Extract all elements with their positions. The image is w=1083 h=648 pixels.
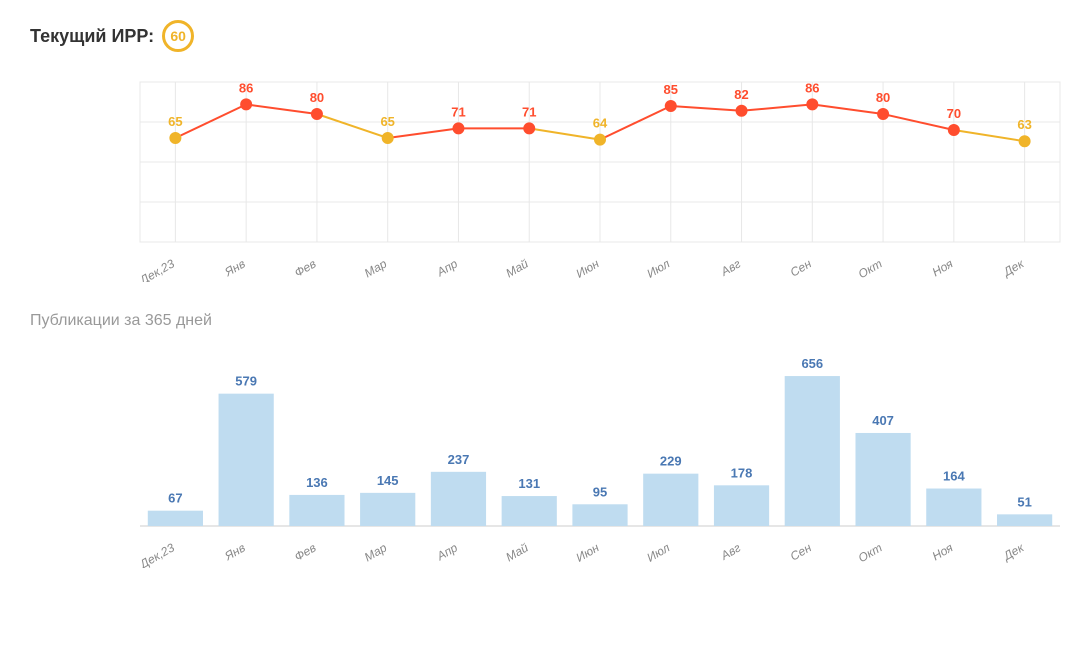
irr-badge-value: 60 xyxy=(170,28,186,44)
line-point-label: 86 xyxy=(805,80,819,95)
bar xyxy=(785,376,840,526)
line-chart-container: 65 86 80 65 71 71 64 85 82 86 80 70 63 Дек,23 Янв Фев Ма… xyxy=(130,72,1053,282)
bar-axis-label: Дек xyxy=(999,540,1027,564)
bar xyxy=(431,472,486,526)
bar-value-label: 131 xyxy=(518,476,540,491)
bar-value-label: 145 xyxy=(377,473,399,488)
bar-value-label: 237 xyxy=(448,452,470,467)
bar xyxy=(148,511,203,526)
bar-value-label: 407 xyxy=(872,413,894,428)
line-point-label: 63 xyxy=(1017,117,1031,132)
line-chart: 65 86 80 65 71 71 64 85 82 86 80 70 63 Дек,23 Янв Фев Ма… xyxy=(130,72,1070,282)
line-axis-label: Окт xyxy=(856,256,885,281)
bar-axis-label: Янв xyxy=(222,540,248,563)
bar-axis-label: Июн xyxy=(574,540,602,564)
bar-axis-label: Фев xyxy=(292,540,318,563)
bar-axis-label: Май xyxy=(503,540,531,564)
bar-axis-label: Окт xyxy=(856,540,885,565)
line-point-label: 65 xyxy=(168,114,182,129)
line-axis-label: Сен xyxy=(788,256,814,279)
line-point-label: 71 xyxy=(522,104,536,119)
bar xyxy=(219,394,274,526)
line-point-label: 70 xyxy=(947,106,961,121)
line-point-label: 64 xyxy=(593,116,608,131)
bar-value-label: 164 xyxy=(943,469,965,484)
line-axis-label: Июн xyxy=(574,256,602,280)
bar xyxy=(855,433,910,526)
bar-value-label: 579 xyxy=(235,374,257,389)
bar-value-label: 229 xyxy=(660,454,682,469)
line-axis-label: Дек xyxy=(999,256,1027,280)
line-axis-label: Янв xyxy=(222,256,248,279)
bar-value-label: 136 xyxy=(306,475,328,490)
line-axis-label: Апр xyxy=(434,256,461,279)
line-point-label: 82 xyxy=(734,87,748,102)
bar xyxy=(289,495,344,526)
bar-value-label: 51 xyxy=(1017,494,1031,509)
bar-axis-label: Мар xyxy=(362,540,390,564)
irr-badge: 60 xyxy=(162,20,194,52)
bar-value-label: 67 xyxy=(168,491,182,506)
bar xyxy=(643,474,698,526)
bar xyxy=(502,496,557,526)
bar-axis-label: Сен xyxy=(788,540,814,563)
line-axis-label: Мар xyxy=(362,256,390,280)
bar xyxy=(714,485,769,526)
header: Текущий ИРР: 60 xyxy=(30,20,1053,52)
bar xyxy=(360,493,415,526)
line-point-label: 86 xyxy=(239,80,253,95)
line-axis-label: Авг xyxy=(718,256,743,279)
bar-value-label: 95 xyxy=(593,484,607,499)
line-point-label: 80 xyxy=(876,90,890,105)
bar-axis-label: Июл xyxy=(644,540,672,564)
bar-chart-title: Публикации за 365 дней xyxy=(30,312,1053,330)
bar-chart: 67 579 136 145 237 131 95 229 178 656 407 164 51 Дек,… xyxy=(130,348,1070,568)
bar-axis-label: Дек,23 xyxy=(136,540,177,568)
bar-axis-label: Апр xyxy=(434,540,461,563)
bar xyxy=(997,514,1052,526)
bar-chart-container: 67 579 136 145 237 131 95 229 178 656 407 164 51 Дек,… xyxy=(130,348,1053,568)
line-axis-label: Фев xyxy=(292,256,318,279)
line-axis-label: Июл xyxy=(644,256,672,280)
line-point-label: 80 xyxy=(310,90,324,105)
header-label: Текущий ИРР: xyxy=(30,26,154,47)
line-point-label: 85 xyxy=(664,82,678,97)
line-axis-label: Ноя xyxy=(930,256,956,279)
bar xyxy=(926,489,981,526)
line-axis-label: Дек,23 xyxy=(136,256,177,282)
line-point-label: 71 xyxy=(451,104,465,119)
bar xyxy=(572,504,627,526)
bar-axis-label: Ноя xyxy=(930,540,956,563)
bar-axis-label: Авг xyxy=(718,540,743,563)
line-point-label: 65 xyxy=(380,114,394,129)
bar-value-label: 656 xyxy=(801,356,823,371)
line-axis-label: Май xyxy=(503,256,531,280)
bar-value-label: 178 xyxy=(731,465,753,480)
